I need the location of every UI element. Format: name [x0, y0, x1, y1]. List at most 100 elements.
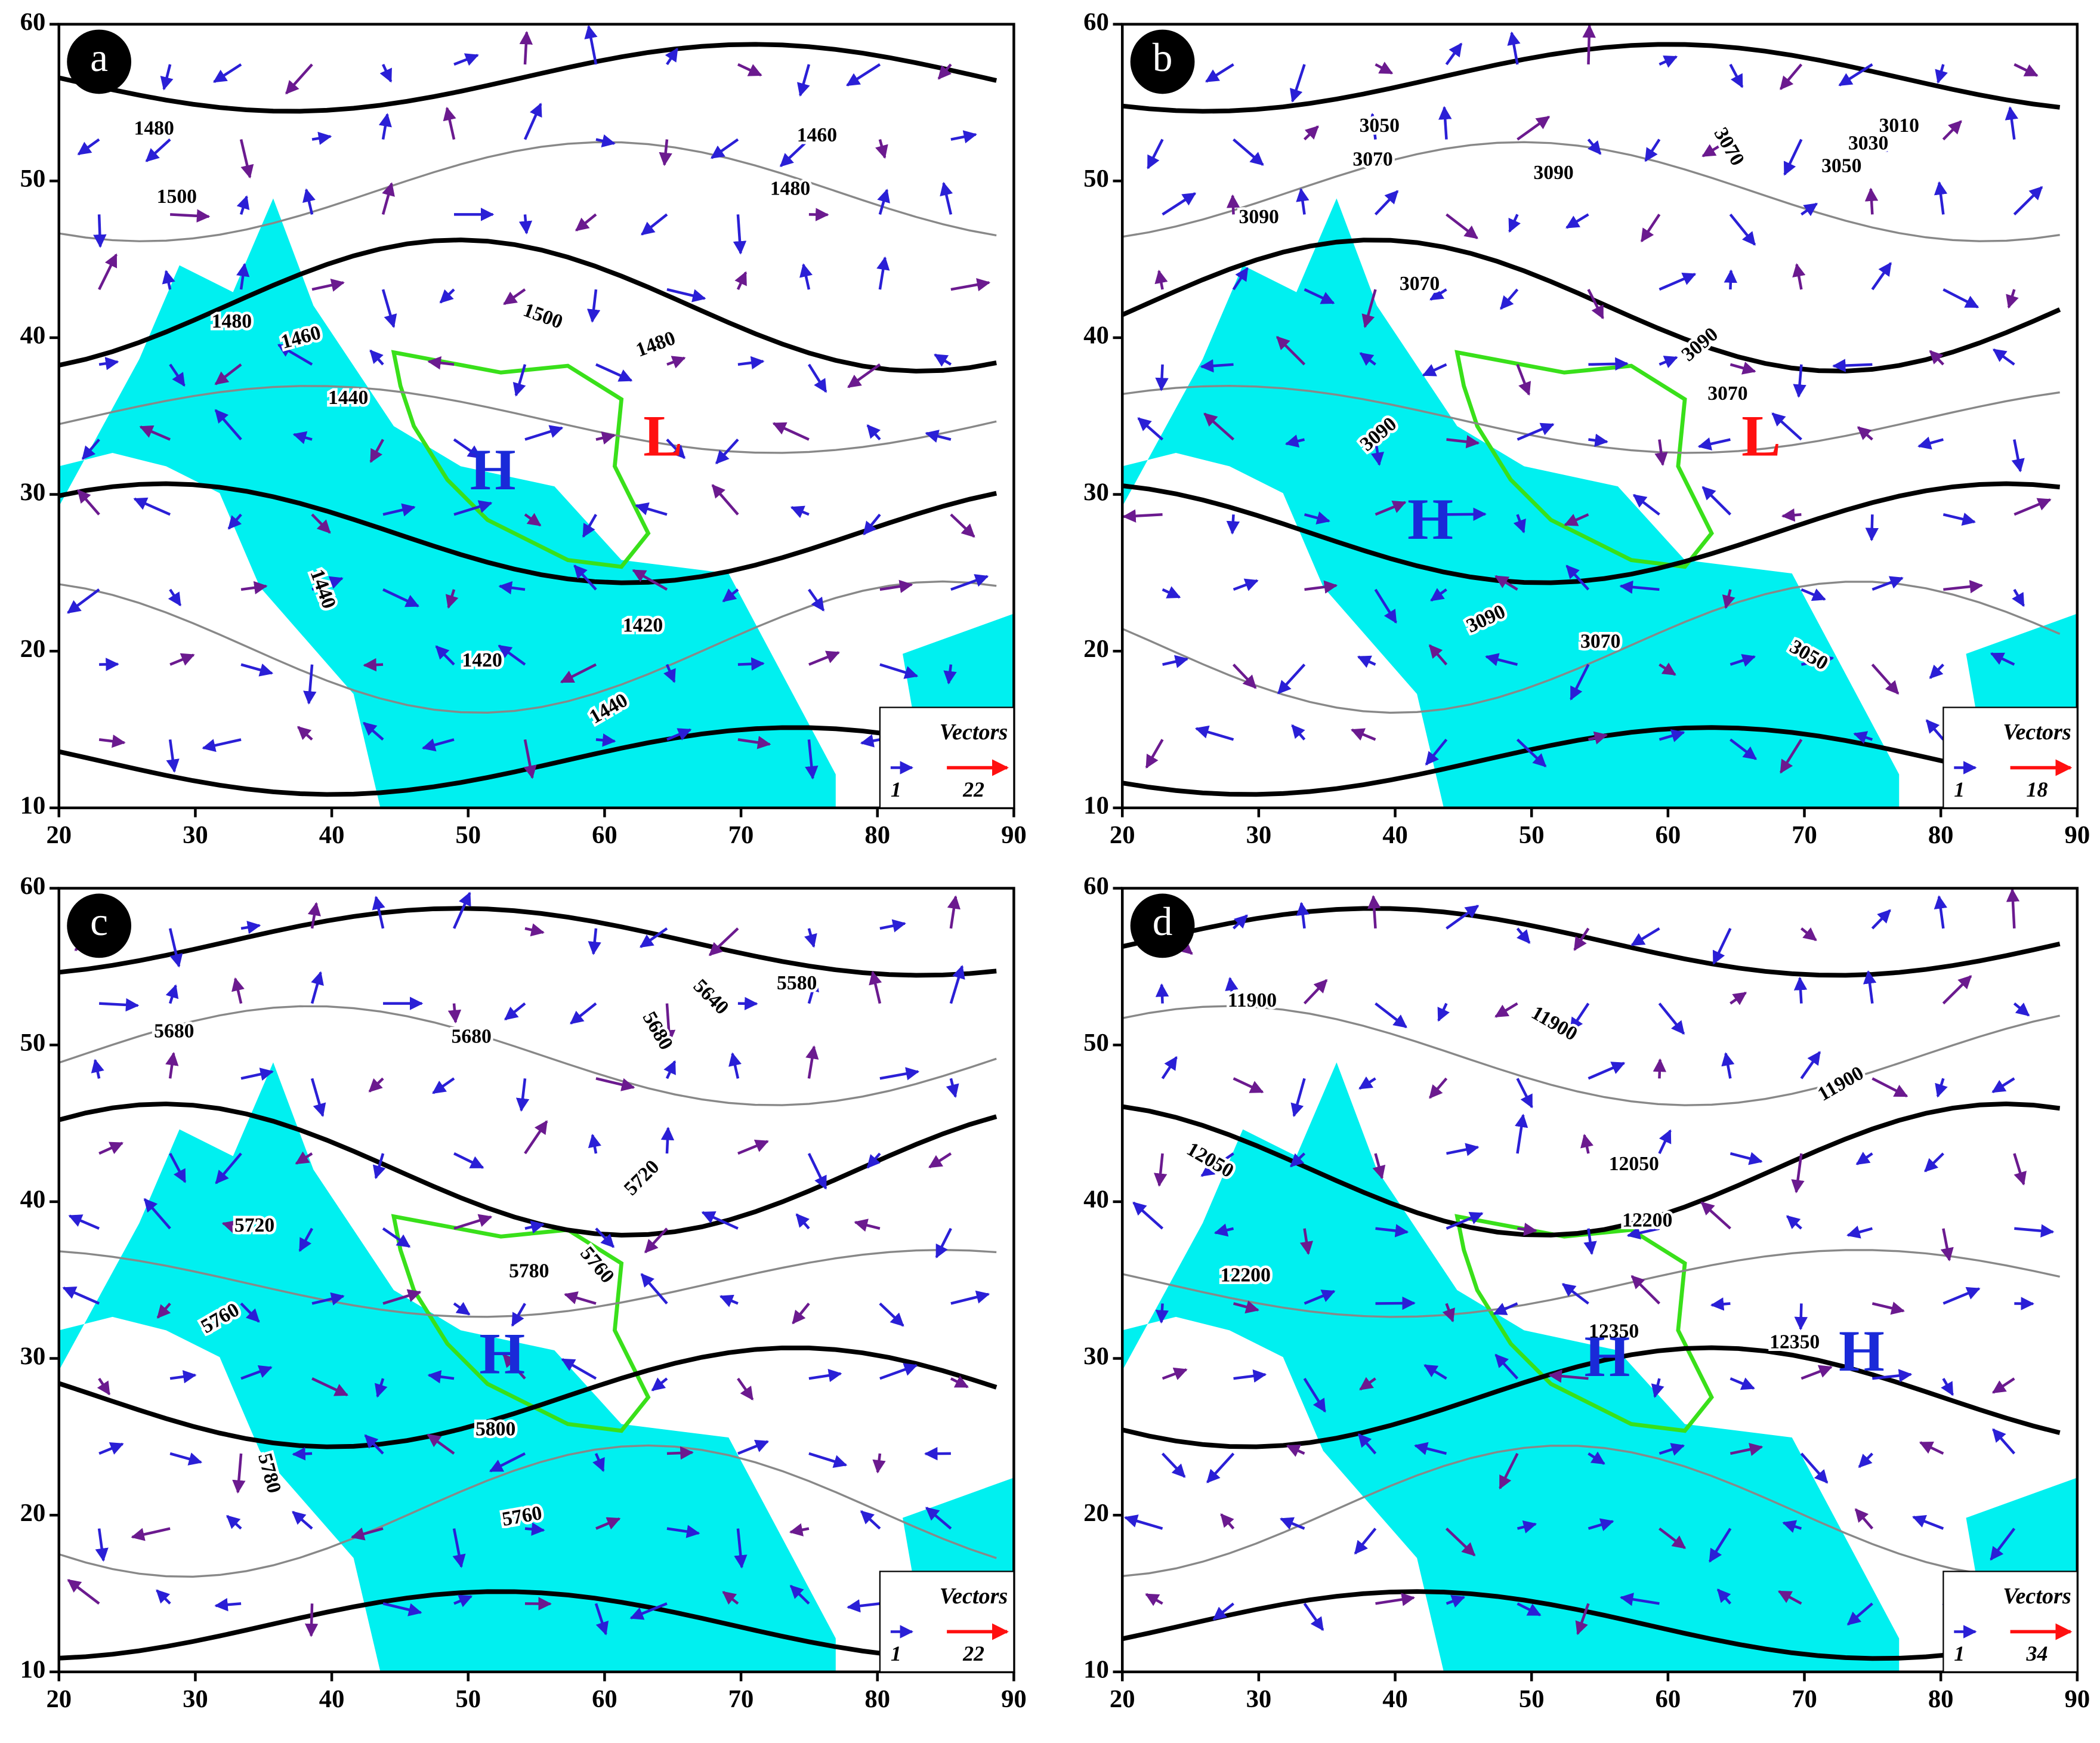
wind-vector — [1446, 435, 1480, 449]
wind-vector — [1919, 1441, 1944, 1455]
wind-vector — [807, 1153, 827, 1190]
wind-vector — [592, 1453, 605, 1472]
wind-vector — [99, 998, 140, 1012]
x-tick-label: 50 — [455, 821, 481, 849]
wind-vector — [98, 253, 118, 291]
wind-vector — [1730, 1377, 1755, 1390]
wind-vector — [350, 1527, 384, 1541]
legend-value: 1 — [891, 1642, 901, 1665]
wind-vector — [1286, 1444, 1305, 1457]
y-tick-label: 40 — [20, 1186, 46, 1214]
wind-vector — [1730, 1442, 1764, 1456]
legend-box — [1942, 707, 2078, 809]
wind-vector — [1940, 1228, 1954, 1261]
wind-vector — [737, 1377, 754, 1400]
wind-vector — [1446, 905, 1480, 930]
wind-vector — [1659, 662, 1676, 676]
wind-vector — [382, 1602, 422, 1616]
wind-vector — [2013, 63, 2039, 77]
contour-line — [1122, 385, 2060, 454]
wind-vector — [240, 1365, 273, 1380]
panel-label: c — [90, 899, 108, 944]
wind-vector — [666, 728, 692, 741]
wind-vector — [1516, 363, 1531, 396]
wind-vector — [594, 1603, 609, 1636]
wind-vector — [168, 928, 183, 968]
legend-box — [879, 1571, 1015, 1673]
wind-vector — [561, 1358, 597, 1380]
wind-vector — [524, 1220, 545, 1234]
wind-vector — [1303, 979, 1328, 1005]
wind-vector — [1701, 138, 1731, 158]
wind-vector — [67, 588, 100, 614]
wind-vector — [779, 138, 810, 167]
map-area — [58, 24, 1014, 808]
wind-vector — [292, 1510, 313, 1530]
wind-vector — [1990, 652, 2015, 666]
wind-vector — [439, 288, 455, 304]
wind-vector — [1701, 486, 1731, 516]
wind-vector — [1659, 356, 1678, 368]
wind-vector — [806, 977, 819, 1004]
contour-line — [58, 1005, 997, 1106]
wind-vector — [1710, 1297, 1731, 1311]
wind-vector — [719, 1294, 739, 1307]
panel-label: b — [1153, 35, 1173, 80]
wind-vector — [1659, 1527, 1687, 1550]
contour-line — [58, 580, 997, 714]
x-tick-label: 30 — [183, 1685, 208, 1713]
wind-vector — [2006, 289, 2019, 309]
wind-vector — [1722, 589, 1735, 609]
wind-vector — [519, 30, 533, 65]
map-panel: 20 30 40 50 60 70 80 90102030405060305030703010… — [1083, 8, 2090, 849]
wind-vector — [1630, 927, 1660, 946]
wind-vector — [1162, 1367, 1188, 1380]
wind-vector — [298, 1227, 314, 1253]
wind-vector — [662, 1003, 676, 1044]
wind-vector — [711, 484, 739, 516]
wind-vector — [1832, 359, 1873, 372]
wind-vector — [1924, 1152, 1944, 1173]
wind-vector — [1422, 363, 1447, 377]
y-tick-label: 30 — [20, 478, 46, 506]
wind-vector — [368, 1077, 384, 1093]
wind-vector — [847, 363, 881, 388]
wind-vector — [1781, 508, 1802, 522]
wind-vector — [875, 139, 888, 159]
wind-vector — [1659, 273, 1697, 291]
wind-vector — [1575, 1603, 1590, 1636]
wind-vector — [1290, 1152, 1306, 1168]
map-panel: 20 30 40 50 60 70 80 90102030405060119001190011… — [1083, 872, 2090, 1713]
x-tick-label: 50 — [455, 1685, 481, 1713]
wind-vector — [1697, 437, 1731, 451]
wind-vector — [666, 438, 685, 459]
wind-vector — [1729, 213, 1756, 246]
contour-line — [1122, 1445, 2060, 1578]
x-tick-label: 30 — [183, 821, 208, 849]
wind-vector — [1548, 1369, 1589, 1383]
wind-vector — [1375, 501, 1407, 516]
wind-vector — [792, 1303, 810, 1325]
wind-vector — [1507, 31, 1521, 65]
wind-vector — [1730, 738, 1758, 760]
sea-shading — [58, 198, 836, 808]
wind-vector — [1793, 364, 1806, 398]
wind-vector — [573, 564, 597, 591]
wind-vector — [97, 1377, 111, 1396]
wind-vector — [364, 1434, 384, 1455]
legend-title: Vectors — [2003, 720, 2071, 745]
wind-vector — [1588, 1062, 1626, 1080]
wind-vector — [1446, 1594, 1466, 1608]
wind-vector — [789, 1523, 810, 1537]
wind-vector — [1700, 1201, 1731, 1230]
contour-line — [58, 42, 998, 114]
wind-vector — [940, 181, 953, 215]
wind-vector — [808, 363, 827, 393]
wind-vector — [1226, 514, 1240, 535]
wind-vector — [369, 349, 384, 366]
wind-vector — [511, 1303, 526, 1327]
wind-vector — [232, 1453, 246, 1494]
wind-vector — [240, 663, 274, 677]
